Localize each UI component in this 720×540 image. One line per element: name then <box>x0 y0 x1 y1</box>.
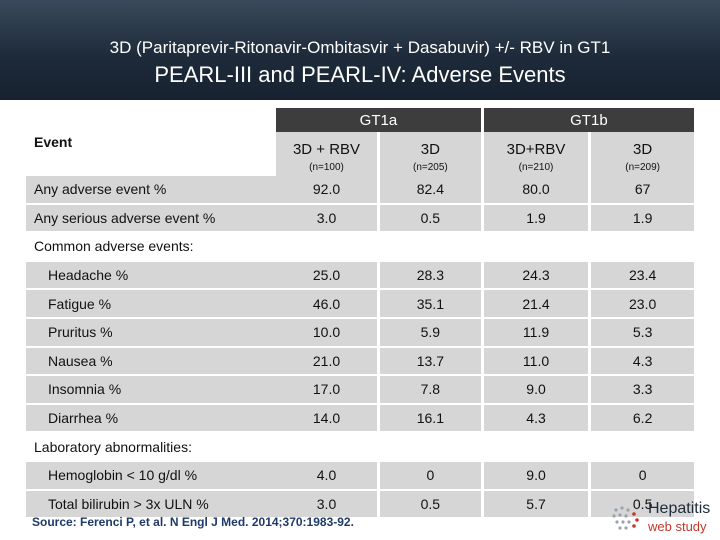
arm-n-3: (n=210) <box>482 158 592 176</box>
cell-value: 0 <box>378 460 484 491</box>
table-row: Any adverse event % 92.0 82.4 80.0 67 <box>26 176 694 205</box>
row-label: Nausea % <box>26 346 277 377</box>
row-label: Fatigue % <box>26 289 277 319</box>
cell-value: 24.3 <box>482 260 592 291</box>
table-row: Headache % 25.0 28.3 24.3 23.4 <box>26 260 694 291</box>
common-ae-heading: Common adverse events: <box>26 232 694 262</box>
cell-value: 5.3 <box>589 317 694 348</box>
cell-value: 4.3 <box>589 346 694 377</box>
group-header-gt1b: GT1b <box>480 108 694 132</box>
cell-value: 4.0 <box>276 460 380 491</box>
cell-value: 21.4 <box>482 289 592 319</box>
cell-value: 16.1 <box>378 403 484 434</box>
group-header-gt1a: GT1a <box>276 108 483 132</box>
cell-value: 35.1 <box>378 289 484 319</box>
hepatitis-web-study-logo: Hepatitis web study <box>610 500 714 536</box>
cell-value: 1.9 <box>482 203 592 234</box>
cell-value: 3.0 <box>276 203 380 234</box>
arm-n-1: (n=100) <box>276 158 380 176</box>
arm-header-3: 3D+RBV <box>482 132 592 158</box>
cell-value: 0.5 <box>378 203 484 234</box>
cell-value: 11.0 <box>482 346 592 377</box>
cell-value: 11.9 <box>482 317 592 348</box>
source-citation: Source: Ferenci P, et al. N Engl J Med. … <box>32 515 354 529</box>
slide-subtitle: 3D (Paritaprevir-Ritonavir-Ombitasvir + … <box>109 38 611 57</box>
cell-value: 17.0 <box>276 375 380 405</box>
arm-n-4: (n=209) <box>589 158 694 176</box>
table-row: Diarrhea % 14.0 16.1 4.3 6.2 <box>26 403 694 434</box>
event-column-header: Event <box>26 108 277 176</box>
slide-title: PEARL-III and PEARL-IV: Adverse Events <box>154 62 566 87</box>
table-row: Hemoglobin < 10 g/dl % 4.0 0 9.0 0 <box>26 460 694 491</box>
row-label: Headache % <box>26 260 277 291</box>
row-label: Pruritus % <box>26 317 277 348</box>
cell-value: 25.0 <box>276 260 380 291</box>
adverse-events-table-area: Event GT1a GT1b 3D + RBV 3D 3D+RBV 3D (n… <box>26 108 694 520</box>
cell-value: 9.0 <box>482 375 592 405</box>
cell-value: 14.0 <box>276 403 380 434</box>
cell-value: 23.0 <box>589 289 694 319</box>
arm-header-1: 3D + RBV <box>276 132 380 158</box>
cell-value: 5.9 <box>378 317 484 348</box>
table-row: Total bilirubin > 3x ULN % 3.0 0.5 5.7 0… <box>26 489 694 520</box>
logo-text-web-study: web study <box>648 519 707 534</box>
arm-header-2: 3D <box>378 132 484 158</box>
row-label: Any adverse event % <box>26 176 277 205</box>
cell-value: 3.0 <box>276 489 380 520</box>
cell-value: 67 <box>589 176 694 205</box>
cell-value: 82.4 <box>378 176 484 205</box>
section-heading-row: Common adverse events: <box>26 232 694 262</box>
cell-value: 0.5 <box>378 489 484 520</box>
cell-value: 4.3 <box>482 403 592 434</box>
cell-value: 21.0 <box>276 346 380 377</box>
table-row: Insomnia % 17.0 7.8 9.0 3.3 <box>26 375 694 405</box>
section-heading-row: Laboratory abnormalities: <box>26 432 694 462</box>
cell-value: 46.0 <box>276 289 380 319</box>
row-label: Hemoglobin < 10 g/dl % <box>26 460 277 491</box>
hepatitis-logo-icon <box>612 506 639 530</box>
row-label: Total bilirubin > 3x ULN % <box>26 489 277 520</box>
cell-value: 13.7 <box>378 346 484 377</box>
cell-value: 3.3 <box>589 375 694 405</box>
cell-value: 9.0 <box>482 460 592 491</box>
cell-value: 7.8 <box>378 375 484 405</box>
cell-value: 5.7 <box>482 489 592 520</box>
arm-header-4: 3D <box>589 132 694 158</box>
cell-value: 0 <box>589 460 694 491</box>
table-row: Nausea % 21.0 13.7 11.0 4.3 <box>26 346 694 377</box>
cell-value: 6.2 <box>589 403 694 434</box>
cell-value: 0.5 <box>589 489 694 520</box>
cell-value: 92.0 <box>276 176 380 205</box>
cell-value: 1.9 <box>589 203 694 234</box>
table-row: Any serious adverse event % 3.0 0.5 1.9 … <box>26 203 694 234</box>
table-row: Fatigue % 46.0 35.1 21.4 23.0 <box>26 289 694 319</box>
slide-header: 3D (Paritaprevir-Ritonavir-Ombitasvir + … <box>0 0 720 100</box>
arm-n-2: (n=205) <box>378 158 484 176</box>
row-label: Insomnia % <box>26 375 277 405</box>
cell-value: 23.4 <box>589 260 694 291</box>
row-label: Any serious adverse event % <box>26 203 277 234</box>
cell-value: 80.0 <box>482 176 592 205</box>
logo-text-hepatitis: Hepatitis <box>648 500 711 517</box>
cell-value: 28.3 <box>378 260 484 291</box>
lab-abnormalities-heading: Laboratory abnormalities: <box>26 432 694 462</box>
cell-value: 10.0 <box>276 317 380 348</box>
adverse-events-table: Event GT1a GT1b 3D + RBV 3D 3D+RBV 3D (n… <box>26 108 694 520</box>
table-row: Pruritus % 10.0 5.9 11.9 5.3 <box>26 317 694 348</box>
row-label: Diarrhea % <box>26 403 277 434</box>
